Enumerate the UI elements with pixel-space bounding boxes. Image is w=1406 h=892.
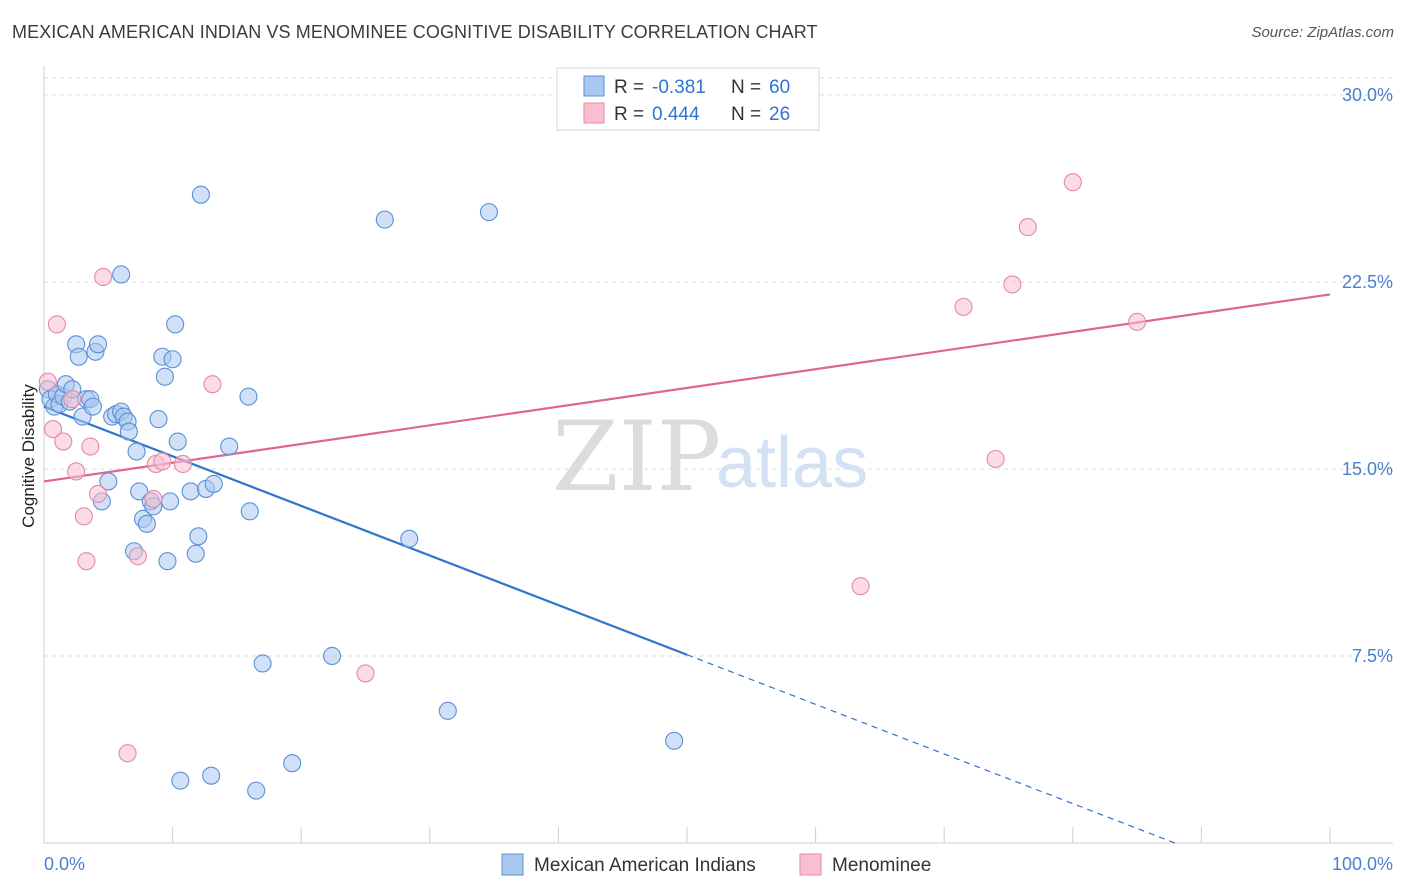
data-points [38,173,1147,800]
point-mexican-american-indians [119,422,138,441]
y-tick-label: 22.5% [1342,272,1393,292]
point-mexican-american-indians [247,781,266,800]
point-mexican-american-indians [99,472,118,491]
point-mexican-american-indians [202,766,221,785]
legend-r-value-1: -0.381 [652,77,706,98]
point-menominee [47,315,66,334]
point-menominee [81,437,100,456]
point-menominee [153,452,172,471]
legend-n-value-2: 26 [769,104,790,125]
point-mexican-american-indians [323,646,342,666]
point-mexican-american-indians [665,731,684,750]
point-mexican-american-indians [171,771,190,790]
y-axis-title: Cognitive Disability [19,384,38,528]
legend-n-value-1: 60 [769,77,790,98]
legend-n-label-1: N = [731,77,761,98]
source-label: Source: ZipAtlas.com [1251,24,1394,41]
y-tick-label: 7.5% [1352,646,1393,666]
axes [43,66,1393,844]
point-mexican-american-indians [240,502,259,521]
legend-r-label-1: R = [614,77,644,98]
point-menominee [43,420,63,439]
point-mexican-american-indians [189,527,208,546]
series-legend-label-1: Mexican American Indians [534,855,756,876]
legend-r-value-2: 0.444 [652,104,700,125]
point-mexican-american-indians [112,265,131,284]
point-menominee [128,547,147,566]
point-mexican-american-indians [149,410,168,429]
x-tick-label-max: 100.0% [1332,854,1393,874]
point-menominee [63,390,82,409]
series-legend-swatch-pink [799,853,822,876]
point-mexican-american-indians [137,514,156,533]
point-mexican-american-indians [239,387,258,406]
watermark: ZIP atlas [552,401,868,513]
point-mexican-american-indians [166,315,185,334]
point-mexican-american-indians [283,754,302,773]
trend-line-mexican-american-indians-extension [686,654,1176,844]
point-menominee [1003,275,1022,294]
point-mexican-american-indians [83,397,102,416]
x-tick-labels: 0.0% 100.0% [44,854,1393,874]
point-menominee [851,577,870,596]
point-mexican-american-indians [130,482,149,501]
point-mexican-american-indians [69,347,88,366]
grid-lines [44,77,1393,657]
point-menominee [1063,173,1082,192]
series-legend-label-2: Menominee [832,855,931,876]
point-menominee [77,552,96,571]
point-mexican-american-indians [168,432,187,451]
point-mexican-american-indians [158,552,177,571]
point-menominee [88,484,108,503]
point-menominee [1128,312,1147,331]
point-menominee [356,664,375,683]
point-mexican-american-indians [204,474,223,493]
point-menominee [118,744,137,763]
x-tick-label-min: 0.0% [44,854,85,874]
point-mexican-american-indians [438,701,457,720]
point-mexican-american-indians [191,185,210,204]
watermark-zip: ZIP [552,401,721,513]
point-mexican-american-indians [400,529,419,548]
y-tick-labels: 7.5% 15.0% 22.5% 30.0% [1342,85,1393,666]
point-menominee [986,449,1005,469]
point-mexican-american-indians [375,210,394,229]
legend-swatch-pink [583,102,605,124]
point-menominee [144,489,163,508]
point-mexican-american-indians [160,492,180,511]
trend-line-mexican-american-indians [43,405,688,656]
point-mexican-american-indians [127,442,146,461]
point-mexican-american-indians [253,654,272,673]
point-menominee [173,454,192,474]
y-tick-label: 30.0% [1342,85,1393,105]
trend-line-menominee [43,293,1331,483]
point-menominee [94,267,113,287]
y-tick-label: 15.0% [1342,459,1393,479]
point-menominee [67,462,86,481]
series-legend: Mexican American Indians Menominee [501,853,931,876]
point-mexican-american-indians [155,367,174,386]
watermark-atlas: atlas [716,423,868,503]
point-mexican-american-indians [88,335,108,354]
point-mexican-american-indians [479,203,499,222]
point-menominee [954,297,973,316]
point-mexican-american-indians [181,482,200,501]
point-mexican-american-indians [163,350,182,369]
point-menominee [74,507,93,526]
point-mexican-american-indians [186,544,205,563]
legend-n-label-2: N = [731,104,761,125]
point-mexican-american-indians [220,437,239,456]
correlation-legend: R = -0.381 N = 60 R = 0.444 N = 26 [556,67,820,131]
chart-title: MEXICAN AMERICAN INDIAN VS MENOMINEE COG… [12,22,818,42]
point-menominee [1018,218,1037,237]
point-menominee [54,432,73,451]
legend-swatch-blue [583,75,605,97]
trend-lines [43,293,1331,844]
series-legend-swatch-blue [501,853,524,876]
legend-r-label-2: R = [614,104,644,125]
point-menominee [203,375,222,394]
point-menominee [38,372,57,391]
